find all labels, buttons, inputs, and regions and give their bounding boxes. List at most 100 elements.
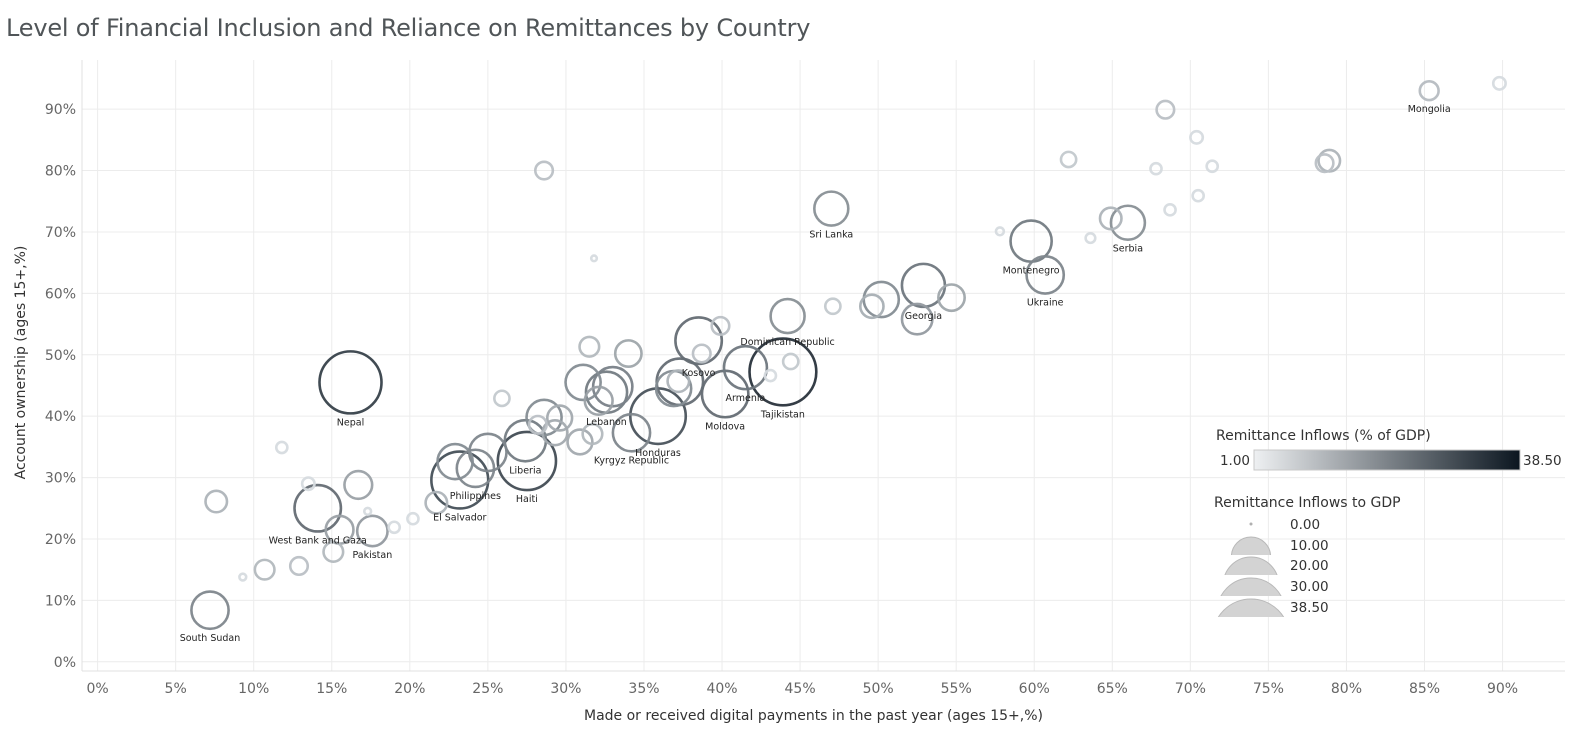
y-tick-label: 60% bbox=[45, 286, 76, 302]
data-point bbox=[823, 297, 842, 316]
x-tick-label: 15% bbox=[316, 681, 347, 697]
size-legend-mark bbox=[1220, 577, 1282, 596]
point-label: Philippines bbox=[450, 491, 501, 502]
y-tick-label: 10% bbox=[45, 593, 76, 609]
color-legend-max: 38.50 bbox=[1523, 453, 1562, 469]
x-tick-label: 0% bbox=[87, 681, 109, 697]
grid bbox=[81, 60, 1565, 672]
x-tick-label: 70% bbox=[1175, 681, 1206, 697]
data-point bbox=[545, 404, 574, 432]
x-tick-label: 20% bbox=[394, 681, 425, 697]
color-legend-title: Remittance Inflows (% of GDP) bbox=[1216, 428, 1431, 444]
x-tick-label: 40% bbox=[706, 681, 737, 697]
data-point bbox=[455, 448, 496, 489]
y-tick-label: 30% bbox=[45, 471, 76, 487]
data-point bbox=[710, 315, 731, 336]
data-point bbox=[589, 254, 599, 263]
point-label: Honduras bbox=[635, 448, 681, 459]
point-label: Kosovo bbox=[682, 368, 716, 379]
color-legend-min: 1.00 bbox=[1220, 453, 1250, 469]
data-point bbox=[1098, 206, 1123, 231]
y-tick-label: 80% bbox=[45, 164, 76, 180]
x-tick-label: 60% bbox=[1019, 681, 1050, 697]
data-point bbox=[1163, 202, 1177, 217]
data-point bbox=[994, 226, 1006, 237]
data-point bbox=[674, 316, 724, 366]
data-point bbox=[318, 350, 383, 415]
point-label: Serbia bbox=[1113, 244, 1143, 255]
legend: Remittance Inflows (% of GDP) 1.00 38.50… bbox=[1214, 428, 1562, 617]
point-label: Armenia bbox=[726, 393, 766, 404]
x-tick-label: 75% bbox=[1253, 681, 1284, 697]
data-point bbox=[578, 335, 601, 358]
x-tick-label: 45% bbox=[785, 681, 816, 697]
data-point bbox=[564, 363, 602, 402]
data-point bbox=[293, 483, 343, 533]
data-point bbox=[424, 490, 449, 515]
data-point bbox=[288, 555, 310, 577]
y-tick-label: 0% bbox=[54, 655, 76, 671]
data-point bbox=[583, 385, 614, 416]
data-point bbox=[769, 297, 806, 335]
data-point bbox=[611, 412, 652, 453]
point-label: El Salvador bbox=[433, 512, 486, 523]
point-label: South Sudan bbox=[180, 633, 241, 644]
data-point bbox=[355, 514, 389, 548]
y-tick-label: 90% bbox=[45, 102, 76, 118]
x-tick-label: 65% bbox=[1097, 681, 1128, 697]
point-label: Lebanon bbox=[586, 417, 627, 428]
data-point bbox=[1189, 129, 1205, 145]
data-point bbox=[781, 352, 800, 371]
data-point bbox=[937, 283, 966, 313]
point-label: Liberia bbox=[509, 465, 541, 476]
data-point bbox=[493, 389, 511, 408]
y-axis-ticks: 0% 10% 20% 30% 40% 50% 60% 70% 80% 90% bbox=[45, 102, 76, 671]
size-legend-mark bbox=[1249, 522, 1253, 526]
data-point bbox=[406, 511, 420, 526]
data-point bbox=[1205, 159, 1220, 174]
point-label: Georgia bbox=[905, 311, 942, 322]
data-point bbox=[436, 442, 474, 481]
data-point bbox=[343, 469, 374, 501]
x-axis-title: Made or received digital payments in the… bbox=[584, 708, 1043, 724]
data-point bbox=[300, 476, 316, 492]
data-point bbox=[1191, 188, 1205, 203]
data-points bbox=[190, 75, 1507, 631]
x-tick-label: 55% bbox=[941, 681, 972, 697]
point-label: Mongolia bbox=[1408, 104, 1451, 115]
y-tick-label: 40% bbox=[45, 409, 76, 425]
data-point bbox=[322, 540, 345, 563]
data-point bbox=[1149, 161, 1163, 176]
size-legend-label: 30.00 bbox=[1290, 579, 1329, 595]
point-label: Pakistan bbox=[352, 550, 392, 561]
point-label: West Bank and Gaza bbox=[269, 535, 367, 546]
y-tick-label: 50% bbox=[45, 348, 76, 364]
point-label: Moldova bbox=[705, 421, 745, 432]
data-point bbox=[253, 558, 276, 581]
data-point bbox=[900, 302, 934, 336]
data-point bbox=[1317, 148, 1342, 173]
size-legend-mark bbox=[1230, 536, 1272, 555]
data-point bbox=[1025, 255, 1066, 295]
data-point bbox=[274, 440, 289, 455]
data-point bbox=[763, 368, 778, 383]
data-point bbox=[748, 337, 818, 407]
x-tick-label: 35% bbox=[628, 681, 659, 697]
point-label: Haiti bbox=[516, 494, 538, 505]
x-tick-label: 10% bbox=[238, 681, 269, 697]
x-tick-label: 25% bbox=[472, 681, 503, 697]
data-point bbox=[1084, 231, 1097, 245]
data-point bbox=[613, 339, 643, 368]
data-point bbox=[387, 520, 402, 535]
x-tick-label: 50% bbox=[863, 681, 894, 697]
data-point bbox=[1418, 80, 1440, 102]
data-point bbox=[238, 572, 248, 582]
x-tick-label: 85% bbox=[1409, 681, 1440, 697]
data-point bbox=[1491, 75, 1507, 91]
data-point bbox=[534, 160, 555, 181]
x-tick-label: 30% bbox=[550, 681, 581, 697]
point-label: Sri Lanka bbox=[809, 230, 853, 241]
data-point bbox=[190, 590, 230, 631]
point-label: Montenegro bbox=[1003, 266, 1060, 277]
size-legend-label: 20.00 bbox=[1290, 558, 1329, 574]
